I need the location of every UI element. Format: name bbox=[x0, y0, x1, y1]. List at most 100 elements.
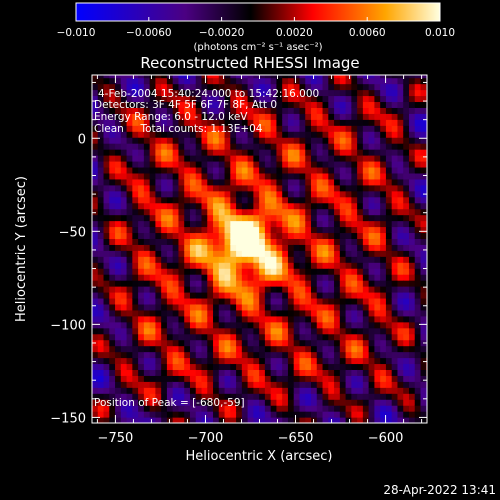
heatmap-cell bbox=[259, 160, 266, 168]
heatmap-cell bbox=[316, 125, 324, 132]
heatmap-cell bbox=[224, 214, 231, 222]
heatmap-cell bbox=[109, 297, 116, 305]
heatmap-cell bbox=[368, 172, 376, 180]
heatmap-cell bbox=[420, 232, 427, 239]
heatmap-cell bbox=[97, 274, 105, 281]
heatmap-cell bbox=[351, 178, 358, 186]
heatmap-cell bbox=[345, 357, 352, 365]
heatmap-cell bbox=[97, 297, 105, 305]
heatmap-cell bbox=[126, 274, 133, 281]
heatmap-cell bbox=[420, 315, 427, 323]
heatmap-cell bbox=[201, 345, 208, 353]
heatmap-cell bbox=[161, 202, 168, 210]
heatmap-cell bbox=[149, 101, 156, 108]
heatmap-cell bbox=[189, 89, 197, 97]
heatmap-cell bbox=[293, 160, 301, 168]
heatmap-cell bbox=[339, 190, 347, 198]
heatmap-cell bbox=[403, 351, 410, 359]
heatmap-cell bbox=[207, 166, 214, 174]
heatmap-cell bbox=[236, 250, 243, 257]
heatmap-cell bbox=[397, 232, 404, 239]
heatmap-cell bbox=[334, 405, 341, 412]
heatmap-cell bbox=[362, 131, 370, 138]
heatmap-cell bbox=[328, 327, 335, 335]
heatmap-cell bbox=[115, 131, 122, 138]
heatmap-cell bbox=[299, 417, 306, 423]
heatmap-cell bbox=[207, 256, 214, 263]
heatmap-cell bbox=[149, 357, 156, 365]
heatmap-cell bbox=[362, 113, 370, 120]
heatmap-cell bbox=[195, 83, 203, 91]
heatmap-cell bbox=[408, 75, 416, 79]
heatmap-cell bbox=[247, 202, 254, 210]
heatmap-cell bbox=[420, 226, 427, 234]
heatmap-cell bbox=[408, 405, 416, 412]
heatmap-cell bbox=[264, 226, 272, 234]
heatmap-cell bbox=[189, 208, 197, 216]
heatmap-cell bbox=[420, 89, 427, 97]
heatmap-cell bbox=[155, 399, 162, 406]
heatmap-cell bbox=[264, 131, 272, 138]
colorbar-ticks: −0.010 −0.0060 −0.0020 0.0020 0.0060 0.010 bbox=[57, 17, 455, 39]
heatmap-cell bbox=[264, 268, 272, 275]
heatmap-cell bbox=[397, 405, 404, 412]
heatmap-cell bbox=[184, 101, 191, 108]
heatmap-cell bbox=[207, 405, 214, 412]
heatmap-cell bbox=[305, 83, 312, 91]
heatmap-cell bbox=[218, 107, 226, 114]
heatmap-cell bbox=[391, 327, 399, 335]
heatmap-cell bbox=[322, 131, 329, 138]
heatmap-cell bbox=[161, 137, 168, 144]
heatmap-cell bbox=[97, 303, 105, 311]
heatmap-cell bbox=[293, 351, 301, 359]
heatmap-cell bbox=[126, 232, 133, 239]
heatmap-cell bbox=[351, 381, 358, 388]
heatmap-cell bbox=[299, 327, 306, 335]
heatmap-cell bbox=[172, 101, 180, 108]
heatmap-cell bbox=[161, 291, 168, 299]
heatmap-cell bbox=[403, 280, 410, 287]
heatmap-cell bbox=[178, 399, 185, 406]
heatmap-cell bbox=[97, 184, 105, 192]
heatmap-cell bbox=[374, 113, 381, 120]
heatmap-cell bbox=[241, 297, 249, 305]
heatmap-cell bbox=[241, 417, 249, 423]
heatmap-cell bbox=[334, 280, 341, 287]
heatmap-cell bbox=[351, 280, 358, 287]
heatmap-cell bbox=[408, 178, 416, 186]
heatmap-cell bbox=[339, 101, 347, 108]
y-tick-label: 0 bbox=[78, 132, 86, 147]
heatmap-cell bbox=[293, 220, 301, 228]
heatmap-cell bbox=[299, 75, 306, 79]
heatmap-cell bbox=[172, 357, 180, 365]
heatmap-cell bbox=[201, 357, 208, 365]
heatmap-cell bbox=[115, 369, 122, 376]
heatmap-cell bbox=[253, 381, 260, 388]
heatmap-cell bbox=[230, 95, 237, 103]
heatmap-cell bbox=[322, 297, 329, 305]
heatmap-cell bbox=[351, 321, 358, 329]
heatmap-cell bbox=[178, 166, 185, 174]
heatmap-cell bbox=[397, 75, 404, 79]
heatmap-cell bbox=[218, 274, 226, 281]
heatmap-cell bbox=[311, 172, 318, 180]
heatmap-cell bbox=[132, 399, 139, 406]
heatmap-cell bbox=[420, 155, 427, 162]
heatmap-cell bbox=[276, 357, 283, 365]
heatmap-cell bbox=[397, 196, 404, 204]
heatmap-cell bbox=[322, 190, 329, 198]
heatmap-cell bbox=[259, 351, 266, 359]
heatmap-cell bbox=[287, 178, 295, 186]
heatmap-cell bbox=[420, 291, 427, 299]
heatmap-cell bbox=[362, 357, 370, 365]
heatmap-cell bbox=[241, 280, 249, 287]
heatmap-cell bbox=[218, 286, 226, 293]
heatmap-cell bbox=[287, 131, 295, 138]
heatmap-cell bbox=[166, 250, 174, 257]
heatmap-cell bbox=[120, 95, 128, 103]
x-tick-label: −650 bbox=[278, 431, 314, 446]
heatmap-cell bbox=[282, 375, 289, 382]
heatmap-cell bbox=[241, 381, 249, 388]
heatmap-cell bbox=[253, 333, 260, 341]
heatmap-cell bbox=[166, 77, 174, 85]
